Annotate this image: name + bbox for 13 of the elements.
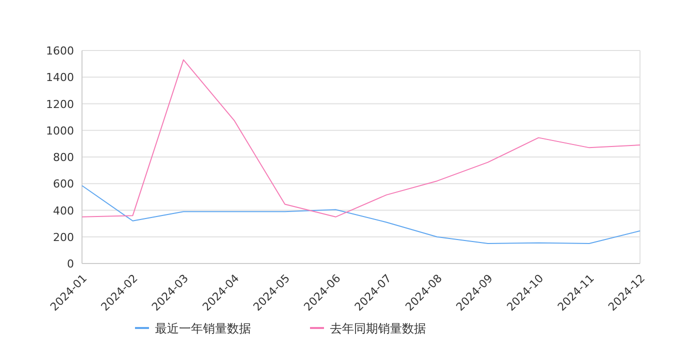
y-tick-label: 1000 [46, 124, 74, 138]
y-tick-label: 0 [67, 258, 74, 270]
y-tick-label: 1600 [46, 44, 74, 58]
y-tick-label: 600 [53, 178, 74, 191]
y-tick-label: 400 [53, 204, 74, 218]
line-series [82, 59, 640, 218]
y-tick-label: 800 [53, 151, 74, 164]
y-tick-label: 200 [53, 230, 74, 244]
legend-label: 去年同期销量数据 [330, 322, 426, 336]
legend-label: 最近一年销量数据 [155, 322, 251, 336]
y-tick-label: 1400 [46, 71, 74, 84]
line-series [82, 185, 640, 244]
y-tick-label: 1200 [46, 98, 74, 111]
